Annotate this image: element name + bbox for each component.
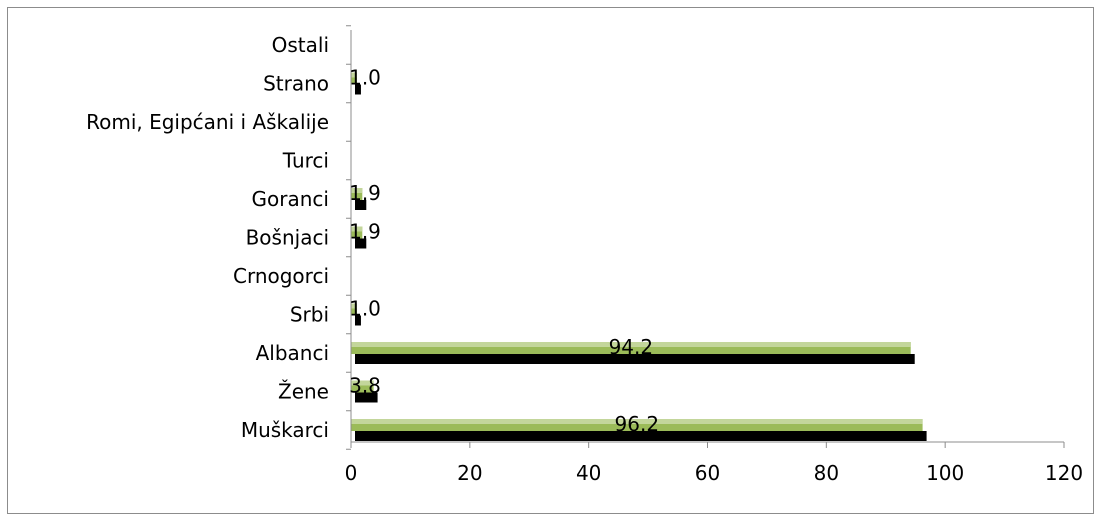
category-label: Ostali — [272, 33, 329, 57]
bar-1 — [351, 72, 357, 85]
bar-highlight-10 — [351, 419, 923, 424]
x-tick-label: 100 — [926, 461, 964, 485]
category-label: Bošnjaci — [246, 226, 329, 250]
x-tick-label: 80 — [814, 461, 839, 485]
bar-shadow-7 — [355, 315, 361, 326]
data-label: 96.2 — [615, 412, 660, 436]
bars-layer — [351, 72, 927, 441]
bar-highlight-5 — [351, 226, 363, 232]
category-label: Muškarci — [241, 418, 329, 442]
category-label: Žene — [278, 380, 329, 404]
labels-layer: 0 20 40 60 80 100 120 Ostali Strano Romi, Egipćan… — [86, 33, 1083, 485]
x-tick-label: 0 — [345, 461, 358, 485]
bar-shadow-9 — [355, 392, 378, 403]
bar-shadow-4 — [355, 200, 367, 210]
axis-layer — [346, 25, 1065, 450]
category-label: Romi, Egipćani i Aškalije — [86, 110, 329, 134]
bar-shadow-5 — [355, 238, 367, 249]
data-label: 94.2 — [609, 335, 654, 359]
bar-highlight-1 — [351, 72, 357, 78]
x-tick-label: 120 — [1045, 461, 1083, 485]
bar-highlight-4 — [351, 188, 363, 193]
bar-7 — [351, 303, 357, 316]
bar-4 — [351, 188, 363, 200]
x-tick-label: 20 — [457, 461, 482, 485]
category-label: Turci — [282, 149, 329, 173]
x-tick-label: 60 — [695, 461, 720, 485]
category-label: Goranci — [252, 187, 329, 211]
bar-highlight-8 — [351, 342, 911, 347]
category-label: Albanci — [256, 341, 329, 365]
bar-shadow-8 — [355, 354, 915, 364]
category-label: Srbi — [290, 303, 329, 327]
bar-shadow-10 — [355, 431, 927, 441]
category-label: Strano — [263, 72, 329, 96]
data-label: 1.0 — [349, 297, 381, 321]
category-label: Crnogorci — [233, 264, 329, 288]
bar-highlight-9 — [351, 380, 374, 386]
bar-5 — [351, 226, 363, 239]
data-label: 1.9 — [349, 181, 381, 205]
x-tick-label: 40 — [576, 461, 601, 485]
bar-highlight-7 — [351, 303, 357, 309]
data-label: 1.0 — [349, 66, 381, 90]
data-label: 3.8 — [349, 374, 381, 398]
data-label: 1.9 — [349, 220, 381, 244]
bar-shadow-1 — [355, 84, 361, 95]
